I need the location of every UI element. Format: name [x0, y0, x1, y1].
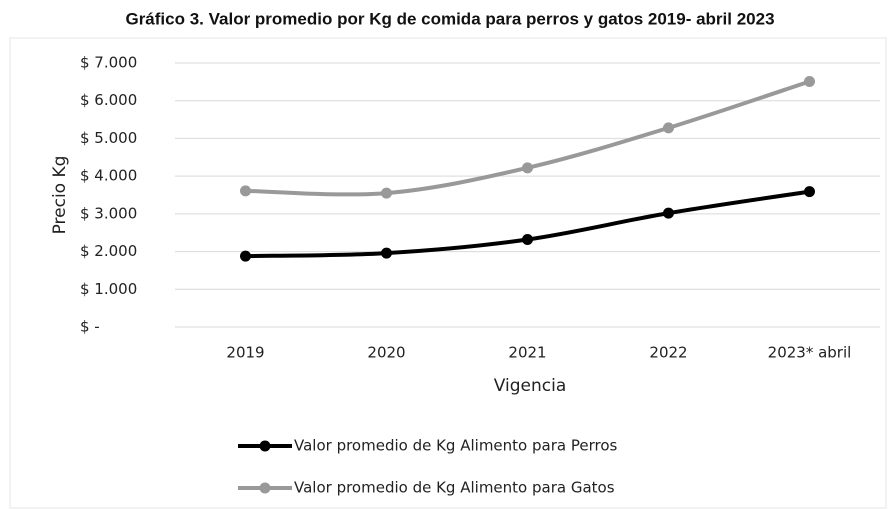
y-tick-label: $ 4.000: [80, 167, 137, 185]
legend-label: Valor promedio de Kg Alimento para Perro…: [294, 437, 617, 455]
y-tick-label: $ 2.000: [80, 242, 137, 260]
y-tick-label: $ 1.000: [80, 280, 137, 298]
x-axis-label: Vigencia: [494, 376, 567, 396]
y-tick-label: $ 7.000: [80, 54, 137, 72]
data-point: [240, 185, 251, 197]
data-point: [381, 247, 392, 259]
y-tick-label: $ 5.000: [80, 129, 137, 147]
data-point: [663, 122, 674, 134]
x-tick-label: 2023* abril: [768, 344, 852, 362]
data-point: [522, 234, 533, 246]
data-point: [240, 250, 251, 262]
data-point: [804, 75, 815, 87]
data-point: [804, 186, 815, 198]
legend-marker: [259, 440, 271, 452]
y-axis-label: Precio Kg: [50, 156, 70, 235]
legend-label: Valor promedio de Kg Alimento para Gatos: [294, 479, 615, 497]
data-point: [522, 162, 533, 174]
y-tick-label: $ 3.000: [80, 204, 137, 222]
data-point: [663, 207, 674, 219]
data-point: [381, 187, 392, 199]
y-tick-label: $ 6.000: [80, 91, 137, 109]
x-tick-label: 2022: [649, 344, 687, 362]
x-tick-label: 2019: [226, 344, 264, 362]
chart-title: Gráfico 3. Valor promedio por Kg de comi…: [125, 9, 774, 28]
x-tick-label: 2020: [367, 344, 405, 362]
chart-frame: [9, 37, 887, 509]
legend-marker: [259, 482, 271, 494]
series-line: [245, 189, 810, 259]
y-tick-label: $ -: [80, 318, 100, 336]
x-tick-label: 2021: [508, 344, 546, 362]
